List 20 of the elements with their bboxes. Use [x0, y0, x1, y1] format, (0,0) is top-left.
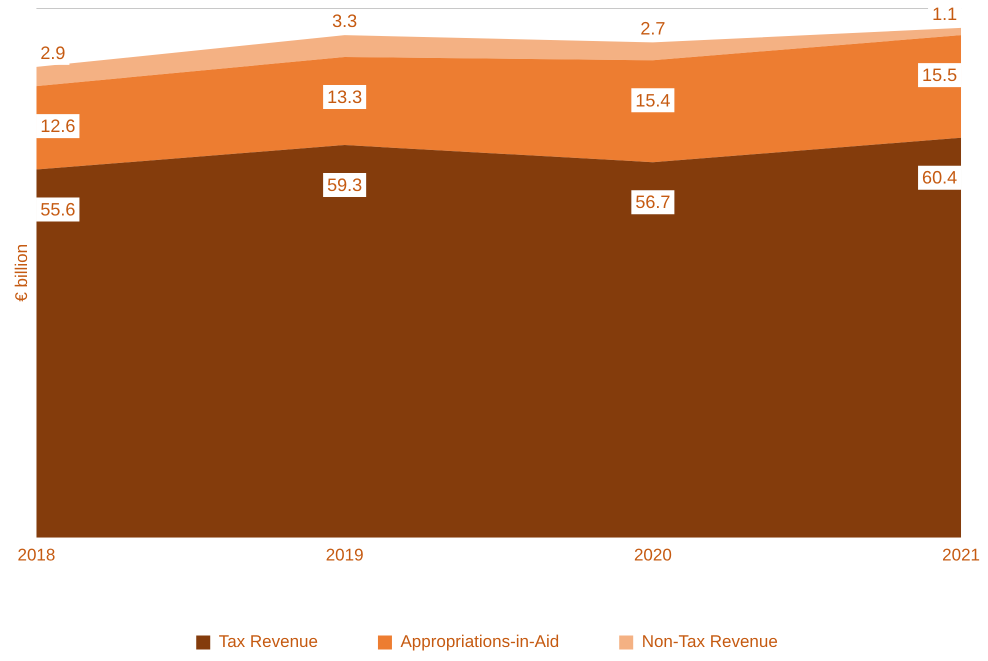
- data-label: 59.3: [327, 175, 362, 196]
- legend-label: Tax Revenue: [218, 632, 318, 652]
- data-label: 2.9: [40, 42, 66, 63]
- data-label: 1.1: [932, 4, 958, 24]
- data-label: 2.7: [640, 18, 666, 38]
- x-tick-label: 2019: [326, 545, 364, 564]
- data-label: 56.7: [635, 192, 670, 212]
- legend-label: Appropriations-in-Aid: [400, 632, 560, 652]
- data-label: 60.4: [922, 168, 958, 188]
- data-label: 15.4: [635, 90, 670, 110]
- legend-label: Non-Tax Revenue: [642, 632, 778, 652]
- data-label: 13.3: [327, 86, 362, 107]
- y-axis-title: € billion: [12, 244, 31, 302]
- data-label: 12.6: [40, 116, 76, 136]
- x-tick-label: 2018: [17, 545, 56, 564]
- data-label: 55.6: [40, 199, 76, 220]
- x-tick-label: 2021: [942, 545, 980, 564]
- data-label: 3.3: [332, 11, 358, 32]
- data-label: 15.5: [922, 65, 958, 86]
- x-tick-label: 2020: [634, 545, 672, 564]
